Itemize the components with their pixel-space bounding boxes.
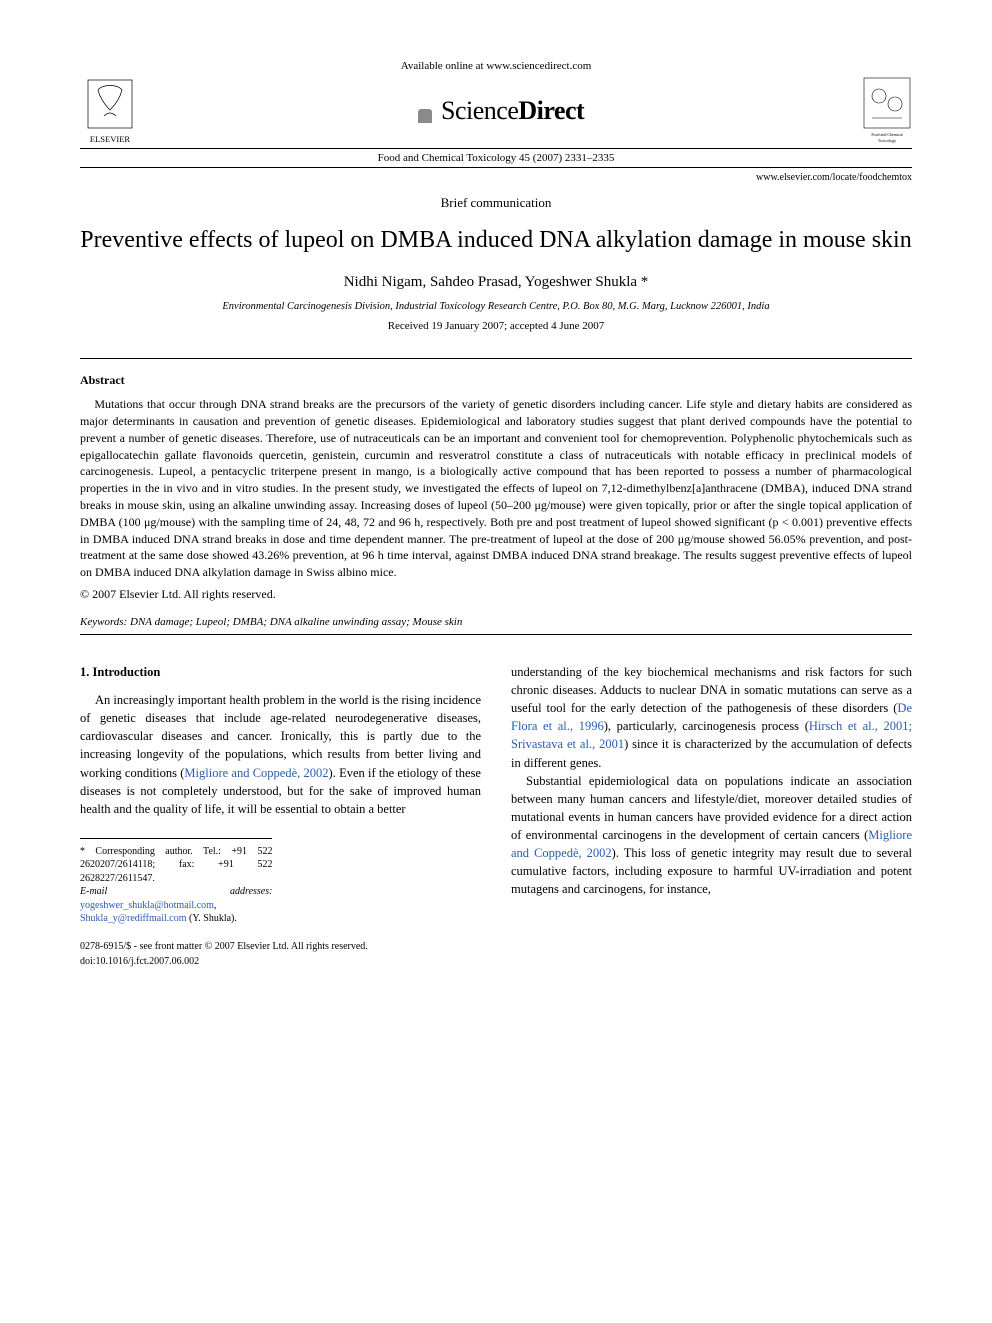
intro-para-1-cont: understanding of the key biochemical mec… bbox=[511, 663, 912, 772]
header-top: Available online at www.sciencedirect.co… bbox=[80, 60, 912, 72]
abstract-body: Mutations that occur through DNA strand … bbox=[80, 396, 912, 581]
header-logos: ELSEVIER ScienceDirect Food and Chemical… bbox=[80, 76, 912, 146]
rule-above-abstract bbox=[80, 358, 912, 359]
issn-line: 0278-6915/$ - see front matter © 2007 El… bbox=[80, 940, 481, 954]
article-title: Preventive effects of lupeol on DMBA ind… bbox=[80, 225, 912, 256]
brand-prefix: Science bbox=[441, 96, 518, 125]
intro-p1-cont-a: understanding of the key biochemical mec… bbox=[511, 665, 912, 715]
article-dates: Received 19 January 2007; accepted 4 Jun… bbox=[80, 320, 912, 332]
intro-p1-cont-b: ), particularly, carcinogenesis process … bbox=[604, 719, 809, 733]
abstract-copyright: © 2007 Elsevier Ltd. All rights reserved… bbox=[80, 587, 912, 602]
article-affiliation: Environmental Carcinogenesis Division, I… bbox=[80, 301, 912, 312]
svg-text:Food and Chemical: Food and Chemical bbox=[871, 132, 903, 137]
elsevier-logo: ELSEVIER bbox=[80, 76, 140, 146]
intro-p2a: Substantial epidemiological data on popu… bbox=[511, 774, 912, 842]
sciencedirect-logo: ScienceDirect bbox=[140, 96, 862, 126]
abstract-heading: Abstract bbox=[80, 373, 912, 388]
email-1[interactable]: yogeshwer_shukla@hotmail.com bbox=[80, 900, 214, 911]
email-label: E-mail addresses: bbox=[80, 886, 272, 897]
email-2[interactable]: Shukla_y@rediffmail.com bbox=[80, 913, 187, 924]
intro-para-2: Substantial epidemiological data on popu… bbox=[511, 772, 912, 899]
article-authors: Nidhi Nigam, Sahdeo Prasad, Yogeshwer Sh… bbox=[80, 274, 912, 291]
column-right: understanding of the key biochemical mec… bbox=[511, 663, 912, 969]
keywords-list: DNA damage; Lupeol; DMBA; DNA alkaline u… bbox=[130, 616, 462, 628]
body-columns: 1. Introduction An increasingly importan… bbox=[80, 663, 912, 969]
journal-citation: Food and Chemical Toxicology 45 (2007) 2… bbox=[80, 148, 912, 168]
footnotes: * Corresponding author. Tel.: +91 522 26… bbox=[80, 838, 272, 926]
journal-url: www.elsevier.com/locate/foodchemtox bbox=[80, 172, 912, 183]
rule-below-keywords bbox=[80, 634, 912, 635]
intro-para-1: An increasingly important health problem… bbox=[80, 691, 481, 818]
svg-text:Toxicology: Toxicology bbox=[878, 138, 896, 143]
section-heading-intro: 1. Introduction bbox=[80, 663, 481, 681]
email-sep: , bbox=[214, 900, 217, 911]
email-line: E-mail addresses: yogeshwer_shukla@hotma… bbox=[80, 885, 272, 926]
keywords-label: Keywords: bbox=[80, 616, 127, 628]
email-tail: (Y. Shukla). bbox=[187, 913, 237, 924]
corresponding-author: * Corresponding author. Tel.: +91 522 26… bbox=[80, 845, 272, 886]
brand-suffix: Direct bbox=[518, 96, 584, 125]
sd-mark-icon bbox=[418, 109, 432, 123]
journal-logo: Food and Chemical Toxicology bbox=[862, 76, 912, 146]
keywords: Keywords: DNA damage; Lupeol; DMBA; DNA … bbox=[80, 616, 912, 628]
ref-link-migliore-1[interactable]: Migliore and Coppedè, 2002 bbox=[184, 766, 328, 780]
article-type: Brief communication bbox=[80, 195, 912, 211]
doi-line: doi:10.1016/j.fct.2007.06.002 bbox=[80, 955, 481, 969]
column-left: 1. Introduction An increasingly importan… bbox=[80, 663, 481, 969]
elsevier-text: ELSEVIER bbox=[90, 134, 130, 144]
